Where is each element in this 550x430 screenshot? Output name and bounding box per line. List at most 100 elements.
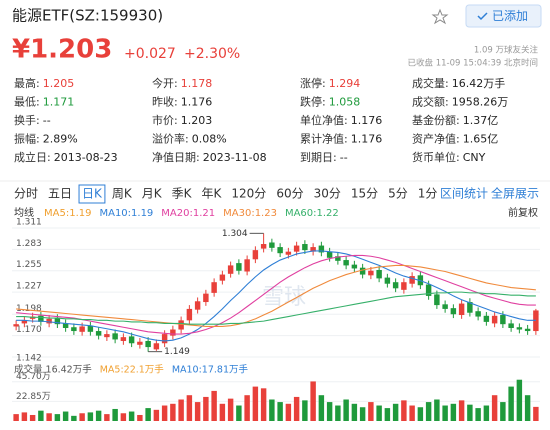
volume-bar <box>186 395 193 421</box>
period-tab[interactable]: 120分 <box>231 187 266 201</box>
volume-bar <box>524 395 531 421</box>
stat-label: 涨停: <box>300 76 326 90</box>
stat-label: 到期日: <box>300 151 337 164</box>
period-tab[interactable]: 周K <box>112 187 133 201</box>
candle-body <box>335 256 341 261</box>
candle-body <box>219 274 226 281</box>
candle-body <box>376 269 382 279</box>
candle-body <box>269 242 275 248</box>
period-tab[interactable]: 五日 <box>48 187 72 201</box>
volume-bar <box>335 405 341 421</box>
action-link[interactable]: 区间统计 <box>440 187 488 201</box>
period-tab[interactable]: 季K <box>172 187 193 201</box>
volume-bar <box>417 407 424 421</box>
volume-bar <box>104 414 110 421</box>
volume-tick-label: 22.85万 <box>16 392 51 402</box>
stat-label: 今开: <box>152 76 178 90</box>
candle-body <box>128 336 135 344</box>
volume-bar <box>434 399 440 421</box>
volume-bar <box>409 405 415 421</box>
volume-bar <box>46 413 52 421</box>
button-text[interactable]: 已添加 <box>492 9 528 23</box>
candle-body <box>467 302 473 313</box>
candle-body <box>458 303 465 316</box>
candle-body <box>95 331 102 336</box>
volume-bar <box>128 411 135 421</box>
volume-bar <box>161 405 168 421</box>
volume-bar <box>491 395 498 421</box>
candle-body <box>170 329 176 336</box>
candle-body <box>516 327 523 330</box>
stat-label: 基金份额: <box>412 113 460 127</box>
star-icon[interactable] <box>431 8 449 25</box>
volume-bar <box>13 414 19 421</box>
volume-bar <box>29 414 36 421</box>
status: 已收盘 11-09 15:04:39 北京时间 <box>408 58 538 69</box>
action-link[interactable]: 全屏展示 <box>491 186 539 201</box>
stat-value: 2.89% <box>43 133 78 146</box>
ma-legend: MA5:1.19 <box>44 208 91 219</box>
adjust[interactable]: 前复权 <box>508 206 538 219</box>
volume-bar <box>450 403 457 421</box>
candle-body <box>194 301 201 310</box>
stat-label: 成立日: <box>14 150 51 164</box>
period-tab[interactable]: 30分 <box>314 187 341 201</box>
volume-bar <box>351 403 358 421</box>
volume-bar <box>442 405 448 421</box>
stat-value: 1.178 <box>181 77 213 90</box>
volume-bar <box>384 408 391 421</box>
period-tab[interactable]: 年K <box>202 187 223 201</box>
volume-bar <box>277 402 283 421</box>
volume-bar <box>54 414 61 421</box>
period-tab[interactable]: 5分 <box>388 187 408 201</box>
candle-body <box>21 320 28 324</box>
y-tick-label: 1.255 <box>16 260 42 270</box>
volume-bar <box>95 410 102 421</box>
volume-bar <box>38 410 44 421</box>
ma-line <box>16 254 536 335</box>
candle-body <box>343 260 349 266</box>
period-tab[interactable]: 月K <box>142 187 163 201</box>
volume-bar <box>252 386 259 421</box>
candle-body <box>401 282 407 290</box>
candle-body <box>104 334 110 338</box>
high-label: 1.304 <box>222 229 248 239</box>
candle-body <box>442 304 448 309</box>
stat-value: 1.294 <box>329 77 361 90</box>
ma-title: 均线 <box>14 206 34 219</box>
period-tab[interactable]: 60分 <box>276 187 303 201</box>
volume-bar <box>326 402 333 421</box>
period-tab[interactable]: 15分 <box>351 187 378 201</box>
stat-label: 成交额: <box>412 95 449 109</box>
stat-label: 昨收: <box>152 95 178 109</box>
change-pct: +2.30% <box>184 46 240 62</box>
volume-bar <box>467 404 473 421</box>
volume-legend: MA5:22.1万手 <box>100 364 165 376</box>
stat-value: -- <box>340 151 348 164</box>
volume-bar <box>244 395 250 421</box>
volume-bar <box>475 408 481 421</box>
volume-bar <box>285 403 292 421</box>
volume-bar <box>260 388 267 421</box>
candle-body <box>491 315 498 324</box>
period-tab[interactable]: 日K <box>82 187 103 201</box>
volume-bar <box>153 409 160 421</box>
ma-legend: MA30:1.23 <box>223 208 277 219</box>
candle-body <box>508 323 514 328</box>
stat-label: 最低: <box>14 96 40 109</box>
stat-label: 净值日期: <box>152 150 200 164</box>
candle-body <box>260 244 267 249</box>
follow-button[interactable] <box>465 4 542 28</box>
stat-value: 1.176 <box>181 96 213 109</box>
y-tick-label: 1.198 <box>16 304 42 314</box>
candle-body <box>145 340 151 348</box>
stat-value: 1.171 <box>43 96 75 109</box>
candle-body <box>211 282 217 293</box>
stat-label: 市价: <box>152 113 178 127</box>
candle-body <box>368 270 374 276</box>
period-tab[interactable]: 1分 <box>418 187 438 201</box>
period-tab[interactable]: 分时 <box>14 187 38 201</box>
stat-value: 1.203 <box>181 114 213 127</box>
candle-body <box>161 334 168 344</box>
fund-name: 能源ETF(SZ:159930) <box>12 7 163 25</box>
